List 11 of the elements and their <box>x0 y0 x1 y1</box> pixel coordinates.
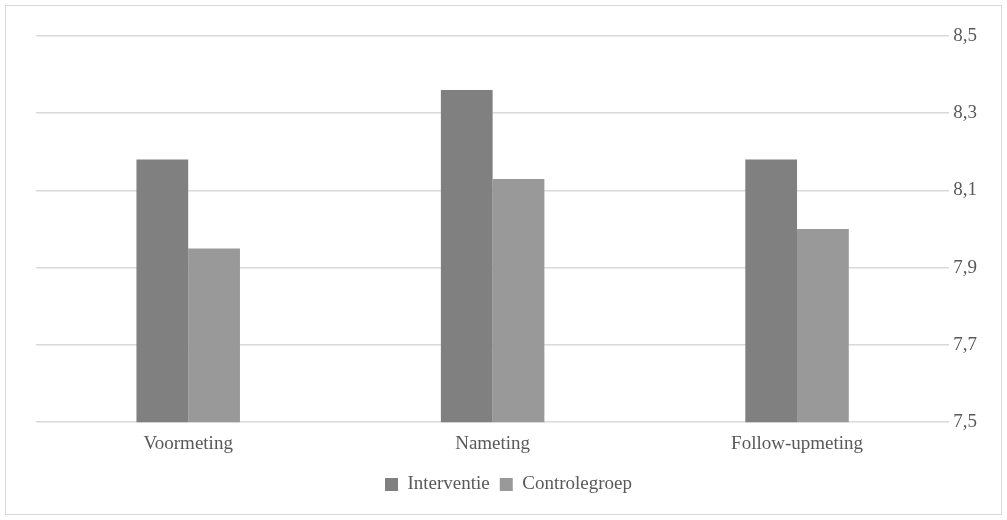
x-tick-label: Follow-upmeting <box>731 431 864 453</box>
y-tick-label: 7,9 <box>953 255 977 277</box>
y-tick-label: 7,7 <box>953 332 977 354</box>
y-tick-label: 8,3 <box>953 101 977 123</box>
y-tick-label: 7,5 <box>953 410 977 432</box>
legend-label: Interventie <box>407 472 490 494</box>
x-tick-label: Nameting <box>455 431 531 453</box>
legend-label: Controlegroep <box>522 472 633 494</box>
y-tick-label: 8,1 <box>953 178 977 200</box>
x-tick-label: Voormeting <box>143 431 234 453</box>
y-tick-label: 8,5 <box>953 23 977 45</box>
